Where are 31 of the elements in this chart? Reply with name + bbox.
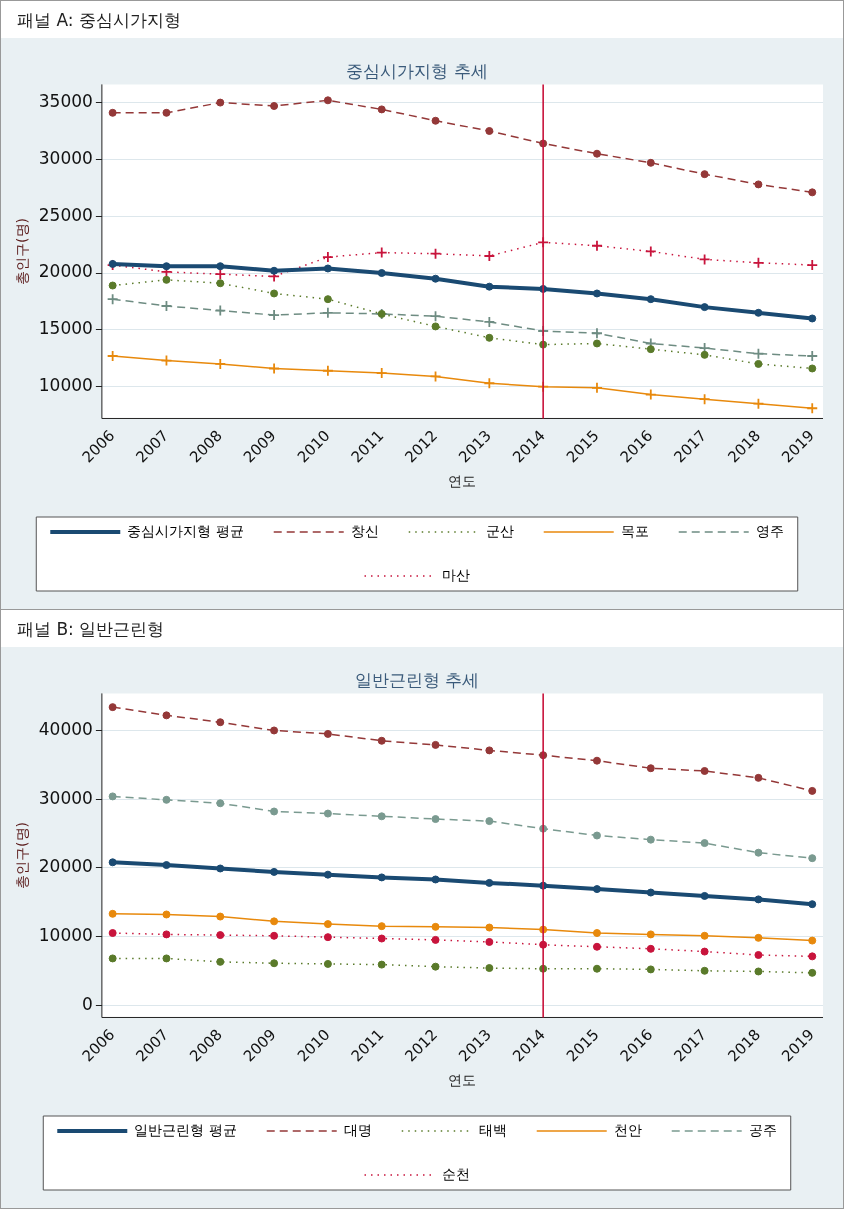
legend-label: 창신 <box>350 522 379 539</box>
x-axis-title: 연도 <box>448 473 477 490</box>
legend-label: 일반근린형 평균 <box>134 1121 237 1138</box>
legend-label: 마산 <box>441 566 470 583</box>
chart-subtitle: 중심시가지형 추세 <box>346 60 488 81</box>
y-tick-label: 30000 <box>38 147 93 168</box>
legend-label: 태백 <box>478 1121 507 1138</box>
legend-label: 군산 <box>485 522 514 539</box>
y-tick-label: 20000 <box>38 261 93 282</box>
y-tick-label: 30000 <box>38 787 93 808</box>
legend-label: 중심시가지형 평균 <box>127 522 244 539</box>
legend-label: 공주 <box>748 1121 777 1138</box>
x-axis-title: 연도 <box>448 1072 477 1089</box>
y-tick-label: 0 <box>82 993 93 1014</box>
y-axis-title: 총인구(명) <box>14 821 31 889</box>
chart-title: 패널 A: 중심시가지형 <box>1 1 843 38</box>
y-tick-label: 15000 <box>38 318 93 339</box>
y-tick-label: 10000 <box>38 375 93 396</box>
legend-label: 목포 <box>620 522 649 539</box>
y-tick-label: 35000 <box>38 91 93 111</box>
y-axis-title: 총인구(명) <box>14 217 31 285</box>
legend-label: 대명 <box>343 1121 372 1138</box>
legend-label: 순천 <box>441 1165 470 1182</box>
legend-label: 영주 <box>755 522 784 539</box>
legend-label: 천안 <box>613 1121 642 1138</box>
chart-subtitle: 일반근린형 추세 <box>354 669 480 690</box>
y-tick-label: 40000 <box>38 718 93 739</box>
y-tick-label: 20000 <box>38 856 93 877</box>
chart-title: 패널 B: 일반근린형 <box>1 610 843 647</box>
y-tick-label: 10000 <box>38 924 93 945</box>
y-tick-label: 25000 <box>38 204 93 225</box>
